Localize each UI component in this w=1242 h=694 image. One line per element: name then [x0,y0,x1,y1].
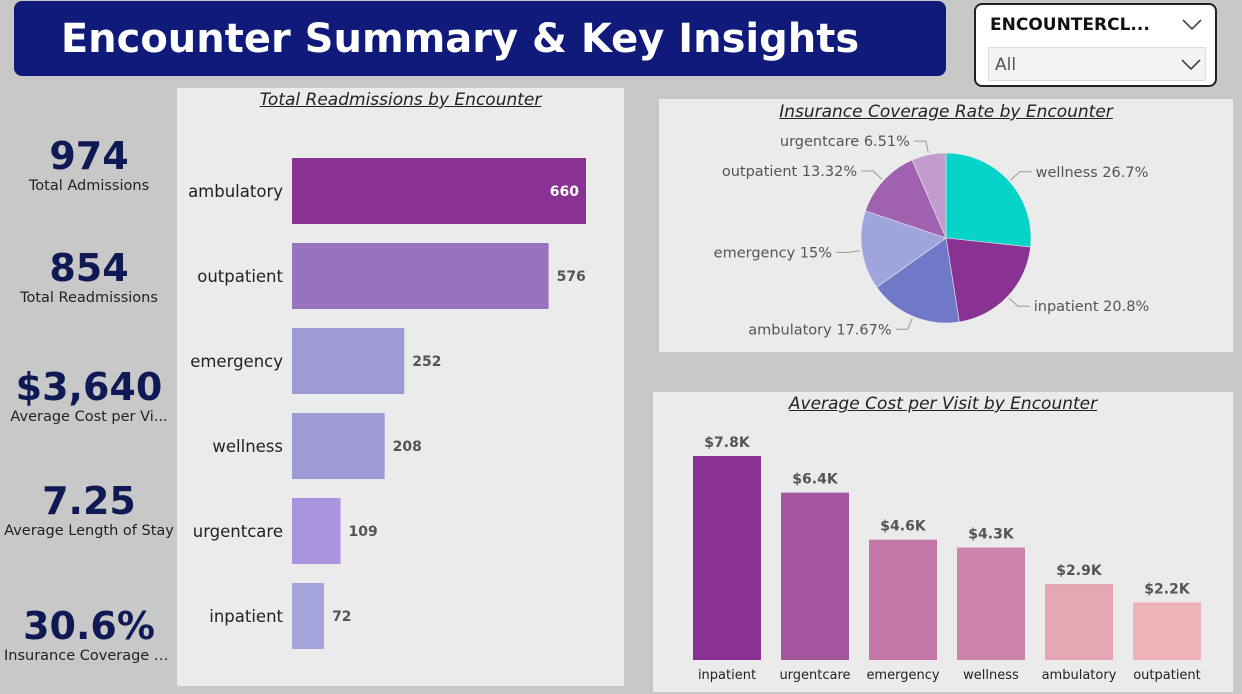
pie-label: wellness 26.7% [1036,165,1149,181]
pie-label: outpatient 13.32% [722,164,857,180]
bar-emergency [292,328,405,394]
category-label: emergency [866,668,939,683]
chevron-down-icon[interactable] [1181,59,1201,71]
category-label: ambulatory [188,182,283,201]
pie-slice-wellness [945,152,1032,248]
kpi-value: 7.25 [42,479,136,523]
slicer-selected-value: All [995,55,1017,75]
kpi-value: 974 [49,134,129,178]
category-label: outpatient [197,267,283,286]
pie-label: inpatient 20.8% [1034,299,1150,315]
leader-line [895,318,913,330]
category-label: emergency [190,352,283,371]
bar-outpatient [1133,602,1201,660]
bar-urgentcare [292,498,341,564]
encounter-class-slicer[interactable]: ENCOUNTERCL... All [974,3,1217,87]
readmissions-chart-panel: Total Readmissions by Encounter ambulato… [177,88,624,686]
bar-urgentcare [781,492,849,660]
leader-line [861,170,883,180]
data-label: 208 [393,439,422,455]
category-label: inpatient [209,607,283,626]
kpi-average-length-of-stay: 7.25 Average Length of Stay [0,479,178,539]
chart-title: Insurance Coverage Rate by Encounter [779,102,1113,122]
title-banner: Encounter Summary & Key Insights [14,1,946,76]
bar-ambulatory [1045,584,1113,660]
bar-emergency [869,539,937,660]
data-label: 109 [349,524,378,540]
kpi-value: $3,640 [15,365,163,409]
slicer-field-label: ENCOUNTERCL... [990,15,1150,35]
kpi-label: Insurance Coverage R... [4,648,178,664]
slicer-dropdown[interactable]: All [988,47,1206,81]
kpi-average-cost-per-visit: $3,640 Average Cost per Vi... [0,365,178,425]
pie-slice-emergency [860,210,947,288]
readmissions-bar-chart: ambulatory 660 outpatient 576 emergency 252 we… [188,158,586,649]
data-label: 252 [412,354,441,370]
leader-line [1008,297,1030,307]
data-label: $2.2K [1144,581,1191,597]
insurance-pie-chart: wellness 26.7% inpatient 20.8% ambulatory … [714,134,1150,338]
kpi-value: 854 [49,246,129,290]
data-label: $6.4K [792,472,839,488]
data-label: $4.6K [880,519,927,535]
pie-label: ambulatory 17.67% [748,322,891,338]
bar-wellness [957,547,1025,660]
pie-slice-inpatient [945,237,1031,323]
category-label: wellness [212,437,283,456]
bar-inpatient [292,583,325,649]
kpi-label: Average Length of Stay [4,523,174,539]
kpi-label: Total Admissions [28,178,150,194]
page-title: Encounter Summary & Key Insights [60,15,860,62]
kpi-value: 30.6% [23,604,155,648]
pie-slice-outpatient [865,159,947,239]
leader-line [836,250,860,253]
kpi-total-admissions: 974 Total Admissions [0,134,178,194]
category-label: inpatient [698,668,756,683]
kpi-total-readmissions: 854 Total Readmissions [0,246,178,306]
category-label: urgentcare [779,668,850,683]
data-label: 660 [550,184,579,200]
insurance-chart-panel: Insurance Coverage Rate by Encounter wel… [659,99,1233,352]
data-label: 576 [557,269,586,285]
chart-title: Total Readmissions by Encounter [259,90,542,110]
category-label: urgentcare [193,522,283,541]
pie-label: urgentcare 6.51% [780,134,910,150]
kpi-label: Total Readmissions [20,290,158,306]
category-label: ambulatory [1042,668,1117,683]
chevron-down-icon[interactable] [1182,19,1202,31]
bar-wellness [292,413,385,479]
pie-label: emergency 15% [714,245,832,261]
leader-line [913,140,929,153]
bar-inpatient [693,456,761,660]
category-label: wellness [963,668,1019,683]
cost-chart-panel: Average Cost per Visit by Encounter $7.8… [653,392,1233,692]
chart-title: Average Cost per Visit by Encounter [788,394,1098,414]
kpi-insurance-coverage-rate: 30.6% Insurance Coverage R... [0,604,178,664]
data-label: $7.8K [704,435,751,451]
bar-outpatient [292,243,549,309]
data-label: 72 [332,609,351,625]
leader-line [1010,171,1032,181]
bar-ambulatory [292,158,586,224]
pie-slice-urgentcare [911,152,947,239]
category-label: outpatient [1133,668,1201,683]
pie-slice-ambulatory [876,237,960,324]
kpi-label: Average Cost per Vi... [10,409,168,425]
data-label: $2.9K [1056,563,1103,579]
cost-bar-chart: $7.8K inpatient $6.4K urgentcare $4.6K emerge… [693,435,1201,683]
data-label: $4.3K [968,527,1015,543]
